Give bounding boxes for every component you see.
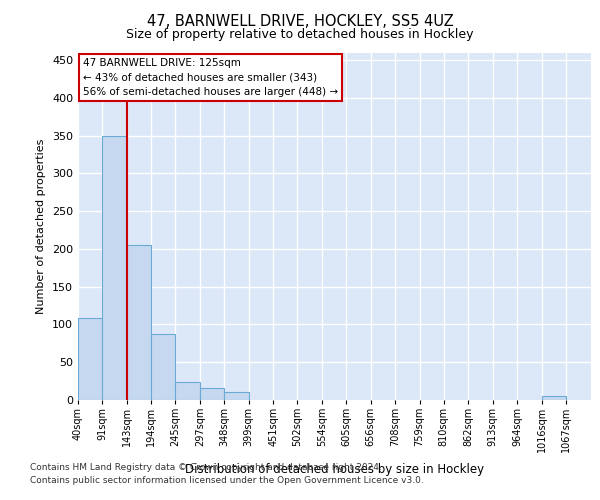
Bar bbox=[175, 382, 200, 400]
Bar bbox=[102, 136, 127, 400]
Bar bbox=[151, 334, 175, 400]
Text: Contains public sector information licensed under the Open Government Licence v3: Contains public sector information licen… bbox=[30, 476, 424, 485]
Text: Contains HM Land Registry data © Crown copyright and database right 2024.: Contains HM Land Registry data © Crown c… bbox=[30, 462, 382, 471]
Y-axis label: Number of detached properties: Number of detached properties bbox=[37, 138, 46, 314]
Text: Size of property relative to detached houses in Hockley: Size of property relative to detached ho… bbox=[126, 28, 474, 41]
Text: 47 BARNWELL DRIVE: 125sqm
← 43% of detached houses are smaller (343)
56% of semi: 47 BARNWELL DRIVE: 125sqm ← 43% of detac… bbox=[83, 58, 338, 98]
Bar bbox=[542, 396, 566, 400]
Bar bbox=[78, 318, 102, 400]
Bar bbox=[200, 388, 224, 400]
Bar bbox=[224, 392, 248, 400]
Bar bbox=[127, 245, 151, 400]
X-axis label: Distribution of detached houses by size in Hockley: Distribution of detached houses by size … bbox=[185, 464, 484, 476]
Text: 47, BARNWELL DRIVE, HOCKLEY, SS5 4UZ: 47, BARNWELL DRIVE, HOCKLEY, SS5 4UZ bbox=[146, 14, 454, 29]
